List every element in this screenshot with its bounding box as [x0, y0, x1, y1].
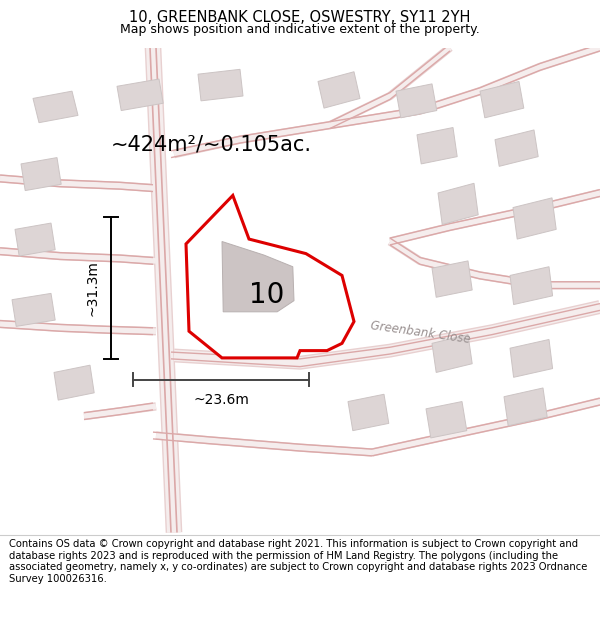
Polygon shape [21, 158, 61, 191]
Polygon shape [396, 84, 437, 118]
Text: 10, GREENBANK CLOSE, OSWESTRY, SY11 2YH: 10, GREENBANK CLOSE, OSWESTRY, SY11 2YH [130, 9, 470, 24]
Polygon shape [480, 81, 524, 118]
Polygon shape [222, 241, 294, 312]
Polygon shape [426, 401, 467, 438]
Polygon shape [510, 339, 553, 377]
Polygon shape [417, 127, 457, 164]
Polygon shape [54, 365, 94, 400]
Polygon shape [513, 198, 556, 239]
Polygon shape [438, 183, 478, 224]
Polygon shape [432, 261, 472, 298]
Text: ~23.6m: ~23.6m [193, 393, 249, 408]
Polygon shape [12, 293, 55, 326]
Polygon shape [198, 69, 243, 101]
Polygon shape [186, 196, 354, 358]
Polygon shape [510, 267, 553, 304]
Polygon shape [117, 79, 163, 111]
Text: Contains OS data © Crown copyright and database right 2021. This information is : Contains OS data © Crown copyright and d… [9, 539, 587, 584]
Polygon shape [33, 91, 78, 123]
Polygon shape [432, 334, 472, 372]
Text: ~31.3m: ~31.3m [85, 260, 99, 316]
Text: Map shows position and indicative extent of the property.: Map shows position and indicative extent… [120, 22, 480, 36]
Text: ~424m²/~0.105ac.: ~424m²/~0.105ac. [111, 134, 312, 154]
Polygon shape [348, 394, 389, 431]
Text: Greenbank Close: Greenbank Close [369, 319, 471, 346]
Polygon shape [495, 130, 538, 166]
Polygon shape [318, 72, 360, 108]
Polygon shape [15, 223, 55, 256]
Text: 10: 10 [250, 281, 284, 309]
Polygon shape [504, 388, 547, 426]
